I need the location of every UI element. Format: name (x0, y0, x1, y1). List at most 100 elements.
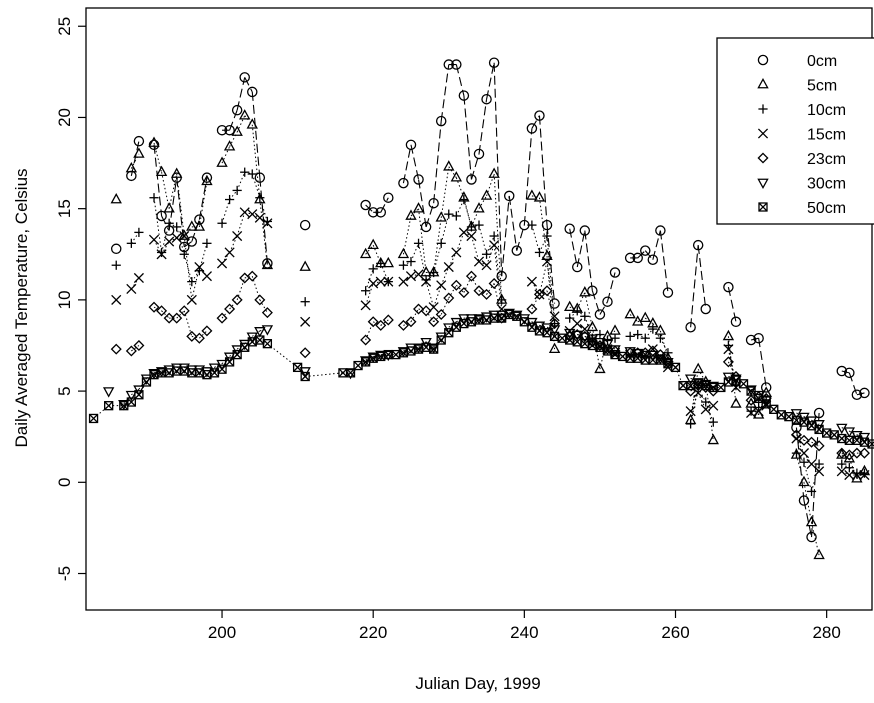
point-0cm (360, 199, 371, 211)
point-5cm (216, 156, 228, 167)
series-line-5cm (795, 454, 805, 483)
point-15cm (421, 276, 432, 287)
series-line-0cm (455, 64, 465, 96)
point-15cm (179, 230, 190, 242)
series-line-15cm (470, 235, 480, 262)
point-30cm (586, 334, 599, 345)
point-5cm (526, 189, 538, 200)
point-10cm (134, 227, 144, 237)
series-line-23cm (259, 299, 268, 313)
legend-marker-50cm (758, 202, 768, 212)
series-line-23cm (803, 439, 812, 443)
point-5cm (450, 171, 463, 182)
point-23cm (413, 303, 425, 315)
point-10cm (300, 297, 310, 307)
series-line-30cm (599, 341, 608, 345)
point-15cm (723, 344, 734, 355)
point-5cm (367, 238, 379, 250)
point-5cm (246, 118, 258, 129)
point-10cm (474, 220, 484, 230)
series-line-5cm (418, 208, 427, 273)
point-15cm (473, 256, 485, 267)
series-line-0cm (523, 128, 533, 226)
series-line-5cm (221, 146, 231, 164)
series-line-50cm (577, 341, 585, 345)
series-line-15cm (373, 281, 381, 284)
point-15cm (375, 276, 386, 287)
series-line-10cm (221, 199, 231, 224)
series-line-10cm (486, 235, 495, 255)
point-0cm (466, 174, 477, 185)
point-0cm (662, 287, 674, 298)
series-line-10cm (440, 214, 450, 244)
series-line-0cm (690, 245, 699, 328)
series-line-0cm (697, 245, 707, 310)
point-15cm (216, 258, 228, 269)
point-0cm (186, 236, 198, 247)
point-23cm (443, 292, 455, 304)
point-15cm (458, 227, 469, 238)
point-0cm (624, 252, 636, 264)
point-50cm (436, 335, 446, 345)
series-line-30cm (184, 366, 192, 370)
point-10cm (625, 331, 635, 341)
series-line-0cm (478, 99, 488, 155)
point-15cm (541, 256, 553, 267)
point-23cm (473, 285, 485, 297)
series-line-23cm (645, 350, 653, 354)
point-10cm (224, 194, 235, 205)
point-15cm (111, 294, 122, 305)
point-15cm (300, 316, 311, 327)
point-50cm (232, 349, 242, 360)
point-0cm (632, 252, 643, 264)
series-line-30cm (259, 328, 268, 332)
point-0cm (156, 210, 167, 222)
point-50cm (429, 344, 439, 354)
point-0cm (488, 57, 500, 68)
series-line-0cm (584, 230, 593, 291)
point-10cm (436, 238, 446, 248)
point-5cm (730, 397, 742, 408)
point-5cm (397, 247, 410, 259)
point-10cm (187, 277, 197, 287)
point-23cm (382, 314, 394, 326)
series-line-23cm (841, 452, 850, 456)
point-15cm (262, 218, 273, 229)
series-line-23cm (244, 275, 253, 279)
point-0cm (511, 245, 523, 256)
series-line-15cm (410, 273, 419, 277)
series-line-50cm (471, 319, 480, 323)
series-line-15cm (750, 410, 759, 414)
point-15cm (700, 404, 711, 415)
series-line-15cm (176, 235, 185, 239)
y-tick-label: 20 (55, 108, 74, 127)
point-0cm (435, 115, 447, 127)
point-0cm (398, 177, 409, 189)
point-5cm (178, 229, 190, 240)
point-5cm (261, 258, 274, 270)
point-30cm (730, 374, 742, 385)
point-0cm (798, 495, 810, 506)
point-50cm (693, 379, 703, 389)
point-15cm (746, 407, 757, 419)
point-15cm (685, 406, 696, 417)
x-axis: 200 220 240 260 280 (208, 610, 841, 642)
series-line-50cm (199, 372, 208, 376)
series-line-0cm (402, 144, 412, 184)
point-23cm (465, 270, 477, 282)
series-line-23cm (433, 314, 442, 323)
point-30cm (118, 399, 130, 411)
series-line-5cm (478, 195, 487, 209)
point-50cm (738, 379, 749, 389)
series-line-10cm (161, 223, 170, 253)
point-5cm (299, 260, 311, 271)
point-10cm (806, 486, 817, 497)
point-15cm (368, 278, 379, 289)
point-10cm (572, 306, 582, 316)
point-5cm (201, 174, 213, 186)
series-line-10cm (463, 199, 472, 228)
point-10cm (655, 333, 665, 343)
point-0cm (451, 59, 462, 70)
point-10cm (217, 218, 227, 228)
x-axis-title: Julian Day, 1999 (415, 674, 540, 693)
